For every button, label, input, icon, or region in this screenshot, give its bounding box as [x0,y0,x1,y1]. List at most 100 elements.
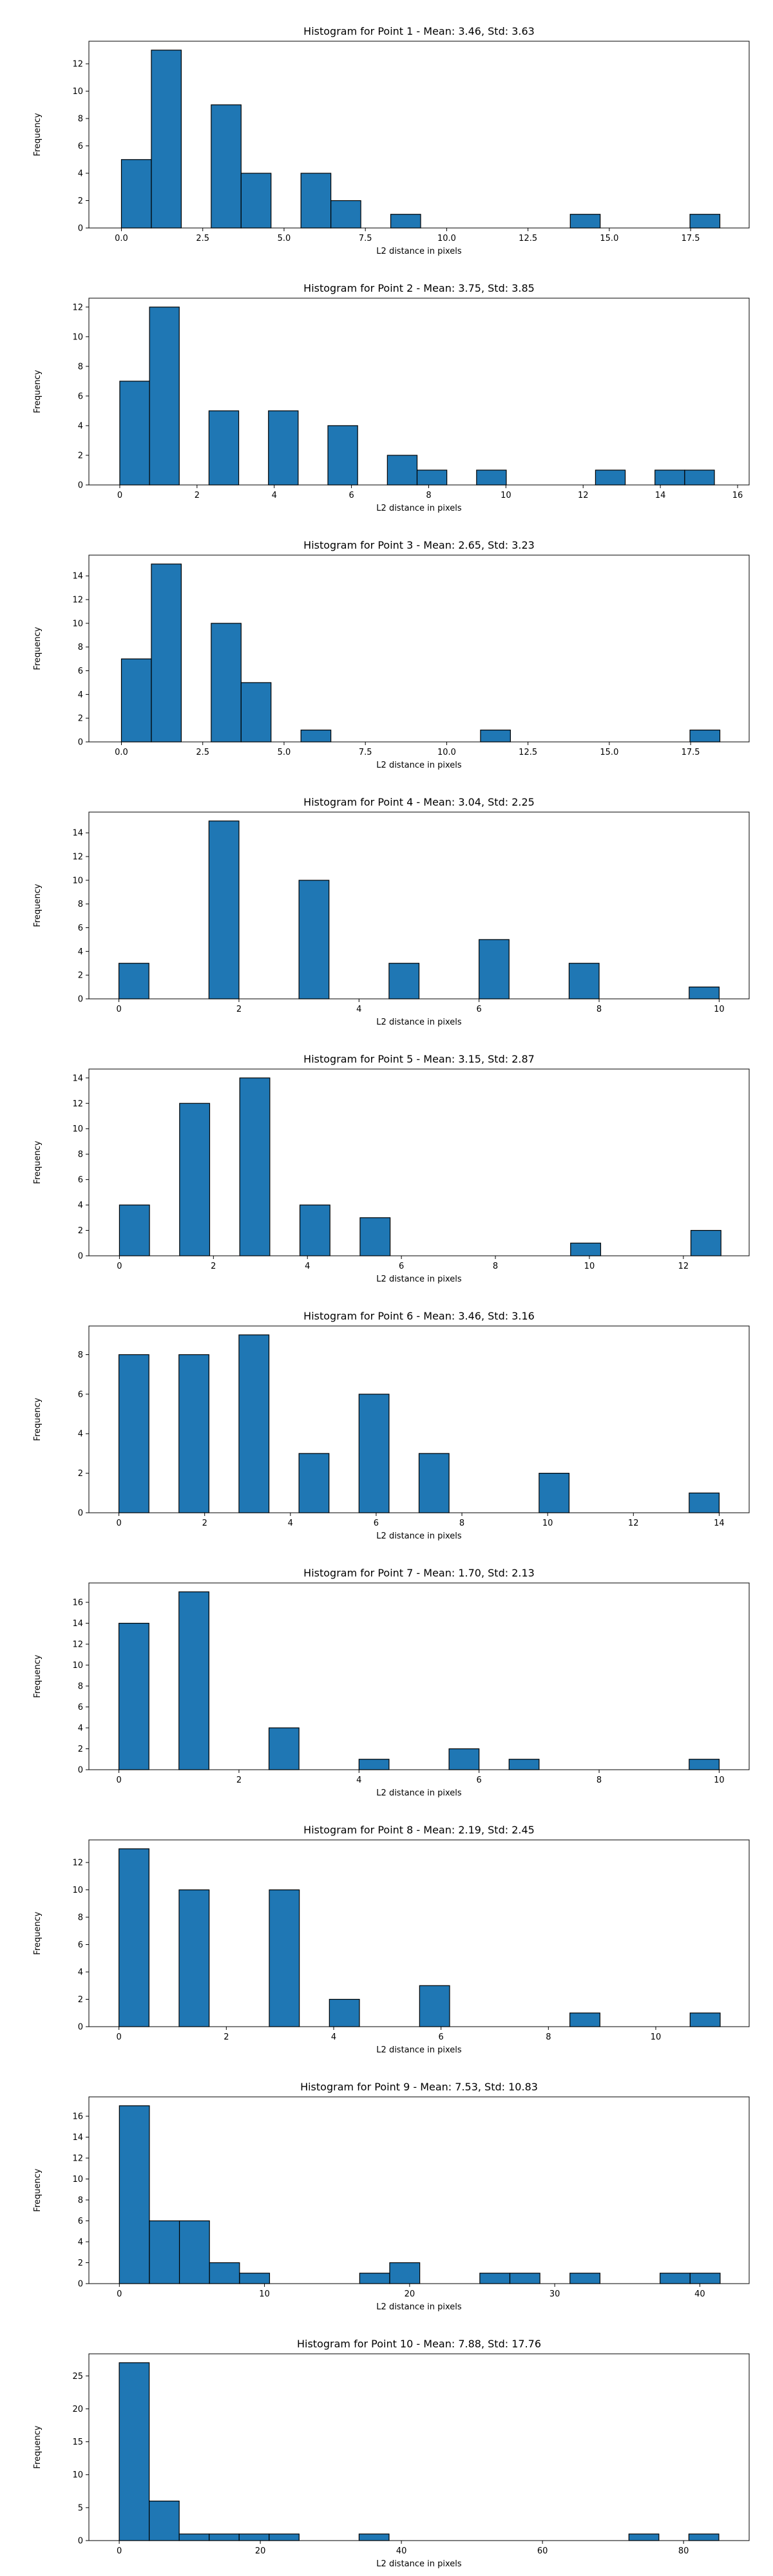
histogram-bar [299,1204,330,1256]
x-tick-label: 12.5 [519,748,537,757]
histogram-bar [570,1242,602,1256]
histogram-bar [688,2533,720,2541]
y-tick-label: 20 [72,2405,83,2414]
x-tick-label: 2.5 [196,234,209,243]
histogram-panel-5: 0 2 4 6 8 10 12 0 2 4 6 8 10 12 14 Histogram for Point … [33,1053,750,1284]
x-tick-label: 10 [714,1776,725,1785]
histogram-bar [268,1727,300,1770]
y-tick-label: 12 [72,1859,83,1868]
histogram-panel-3: 0.0 2.5 5.0 7.5 10.0 12.5 15.0 17.5 0 2 4 6 8 10 12 14 H… [33,539,750,770]
x-tick-label: 0 [117,491,122,500]
y-axis-label: Frequency [33,2425,43,2468]
y-tick-label: 4 [78,690,83,700]
y-tick-label: 6 [78,1175,83,1185]
y-tick-label: 0 [78,2023,83,2032]
y-tick-label: 0 [78,1509,83,1519]
histogram-bars [119,2105,721,2284]
histogram-bar [508,1759,540,1770]
histogram-bars [120,50,721,229]
histogram-bar [480,729,511,743]
histogram-bars [119,1848,721,2027]
histogram-bar [208,410,240,486]
y-tick-label: 6 [78,923,83,933]
x-tick-label: 12 [678,1262,689,1271]
x-axis-label: L2 distance in pixels [376,1788,462,1798]
y-tick-label: 12 [72,303,83,312]
y-tick-label: 2 [78,196,83,206]
histogram-bars [118,1591,720,1770]
histogram-bars [118,1334,720,1513]
histogram-bar [628,2533,660,2541]
histogram-bar [419,1985,450,2027]
histogram-bar [211,623,242,743]
y-tick-label: 4 [78,1201,83,1211]
x-tick-label: 5.0 [278,234,291,243]
x-tick-label: 6 [399,1262,404,1271]
histogram-bar [149,2501,180,2541]
histogram-bar [209,2262,240,2284]
histogram-bar [239,1077,271,1256]
y-tick-label: 10 [72,876,83,886]
y-axis-label: Frequency [33,1654,43,1698]
histogram-bar [178,1354,209,1513]
histogram-bars [120,564,721,743]
x-axis-label: L2 distance in pixels [376,504,462,513]
y-tick-label: 0 [78,224,83,234]
histogram-bar [388,963,420,999]
x-tick-label: 14 [714,1519,725,1528]
y-tick-label: 0 [78,2537,83,2546]
histogram-bar [120,658,152,743]
histogram-bar [595,469,626,486]
x-axis-label: L2 distance in pixels [376,1018,462,1027]
x-tick-label: 0 [117,2032,122,2042]
histogram-bar [539,1473,570,1513]
histogram-bar [689,1492,720,1513]
x-tick-label: 80 [678,2546,689,2556]
histogram-bar [149,2220,180,2284]
chart-title: Histogram for Point 8 - Mean: 2.19, Std:… [303,1824,535,1836]
y-tick-label: 0 [78,2280,83,2289]
histogram-bar [179,1103,211,1256]
y-tick-label: 2 [78,1226,83,1236]
axes-frame [88,1839,750,2027]
x-axis-label: L2 distance in pixels [376,2559,462,2569]
histogram-bar [240,173,272,229]
y-tick-label: 10 [72,1124,83,1134]
x-tick-label: 0 [117,2546,122,2556]
y-tick-label: 8 [78,1913,83,1923]
x-tick-label: 12.5 [519,234,537,243]
x-tick-label: 20 [405,2289,415,2299]
y-tick-label: 6 [78,667,83,676]
histogram-panel-2: 0 2 4 6 8 10 12 14 16 0 2 4 6 8 10 12 Histogram for Poin… [33,282,750,513]
y-tick-label: 4 [78,2238,83,2248]
histogram-panel-8: 0 2 4 6 8 10 0 2 4 6 8 10 12 Histogram for Point 8 - … [33,1824,750,2055]
histogram-bars [119,2362,720,2541]
chart-title: Histogram for Point 5 - Mean: 3.15, Std:… [303,1053,535,1065]
histogram-bar [329,1998,360,2027]
y-tick-label: 4 [78,947,83,957]
y-tick-label: 8 [78,115,83,124]
y-tick-label: 6 [78,1703,83,1712]
histogram-bar [689,214,721,229]
x-tick-label: 2 [211,1262,216,1271]
histogram-bar [479,2273,511,2284]
y-tick-label: 14 [72,1074,83,1083]
y-tick-label: 6 [78,2217,83,2226]
x-tick-label: 5.0 [278,748,291,757]
x-tick-label: 10 [542,1519,553,1528]
x-tick-label: 20 [255,2546,266,2556]
histogram-bar [239,2273,271,2284]
x-tick-label: 12 [578,491,589,500]
histogram-bar [120,159,152,229]
x-tick-label: 0 [116,1519,121,1528]
histogram-bar [178,2533,210,2541]
histogram-bar [119,2362,150,2541]
histogram-bar [209,2533,240,2541]
x-tick-label: 4 [331,2032,336,2042]
y-tick-label: 2 [78,451,83,460]
y-axis-label: Frequency [33,1911,43,1955]
x-tick-label: 10.0 [437,748,456,757]
y-tick-label: 8 [78,1682,83,1692]
x-tick-label: 0 [116,1005,121,1014]
histogram-bar [149,307,180,486]
